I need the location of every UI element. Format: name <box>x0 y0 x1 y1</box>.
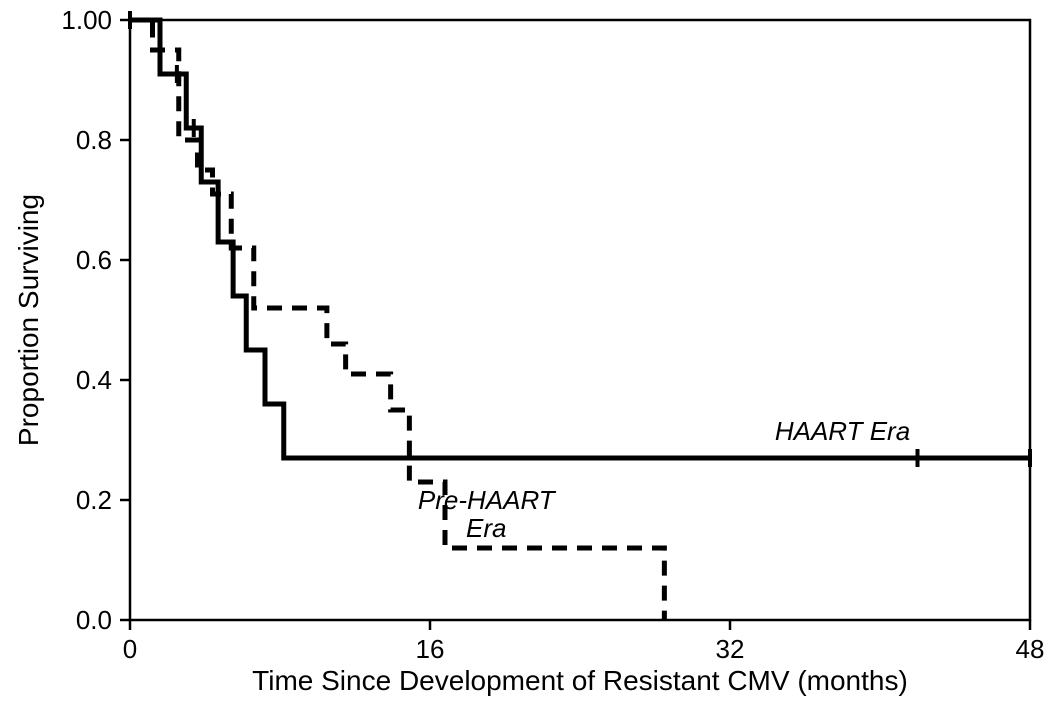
y-axis-label: Proportion Surviving <box>13 194 44 446</box>
chart-svg: 0 16 32 48 0.0 0.2 0.4 0.6 0.8 1.00 Time Since Dev… <box>0 0 1050 720</box>
series-line <box>130 20 1030 458</box>
series-label: HAART Era <box>775 416 910 446</box>
series-label: Pre-HAART <box>418 485 557 515</box>
survival-chart: 0 16 32 48 0.0 0.2 0.4 0.6 0.8 1.00 Time Since Dev… <box>0 0 1050 720</box>
x-tick-label: 48 <box>1016 634 1045 664</box>
y-tick-label: 0.4 <box>76 365 112 395</box>
y-tick-label: 0.0 <box>76 605 112 635</box>
series-label: Era <box>466 513 506 543</box>
y-tick-label: 0.2 <box>76 485 112 515</box>
y-tick-label: 0.8 <box>76 125 112 155</box>
y-tick-label: 0.6 <box>76 245 112 275</box>
y-tick-label: 1.00 <box>61 5 112 35</box>
x-axis-label: Time Since Development of Resistant CMV … <box>252 665 908 696</box>
x-tick-label: 32 <box>716 634 745 664</box>
series-line <box>130 20 664 620</box>
x-tick-label: 16 <box>416 634 445 664</box>
x-tick-label: 0 <box>123 634 137 664</box>
